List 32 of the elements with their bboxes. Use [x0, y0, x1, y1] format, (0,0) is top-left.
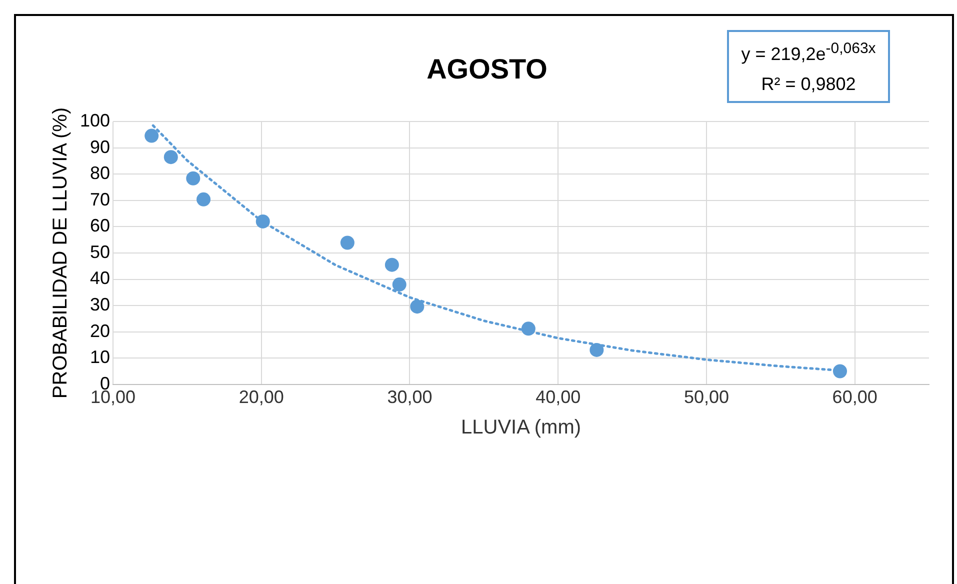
point — [144, 128, 159, 143]
x-tick-label: 60,00 — [832, 387, 878, 408]
point — [521, 322, 536, 336]
y-tick-label: 20 — [90, 320, 110, 341]
y-tick-label: 70 — [90, 189, 110, 210]
point — [196, 192, 211, 206]
point — [186, 171, 200, 186]
x-tick-label: 20,00 — [238, 387, 284, 408]
y-tick-label: 90 — [90, 136, 110, 157]
y-tick-label: 100 — [80, 110, 110, 131]
chart-title: AGOSTO — [426, 54, 548, 85]
y-axis-title: PROBABILIDAD DE LLUVIA (%) — [50, 107, 72, 399]
x-tick-label: 30,00 — [387, 387, 432, 408]
text: y = 219,2e$^{-0,063x}$ — [740, 39, 877, 66]
point — [392, 278, 406, 292]
y-tick-label: 30 — [90, 294, 110, 315]
y-tick-label: 80 — [90, 163, 110, 184]
point — [410, 300, 424, 314]
text: R² = 0,9802 — [760, 73, 857, 96]
x-axis-title: LLUVIA (mm) — [461, 416, 582, 439]
y-tick-label: 10 — [90, 347, 110, 368]
x-tick-label: 40,00 — [536, 387, 581, 408]
y-tick-label: 60 — [90, 216, 110, 236]
point — [340, 236, 354, 250]
x-tick-label: 50,00 — [684, 387, 729, 408]
point — [832, 364, 847, 378]
point — [384, 258, 399, 272]
point — [256, 214, 270, 228]
point — [590, 342, 604, 357]
point — [164, 150, 178, 164]
y-tick-label: 40 — [90, 268, 110, 288]
y-tick-label: 50 — [90, 242, 110, 262]
